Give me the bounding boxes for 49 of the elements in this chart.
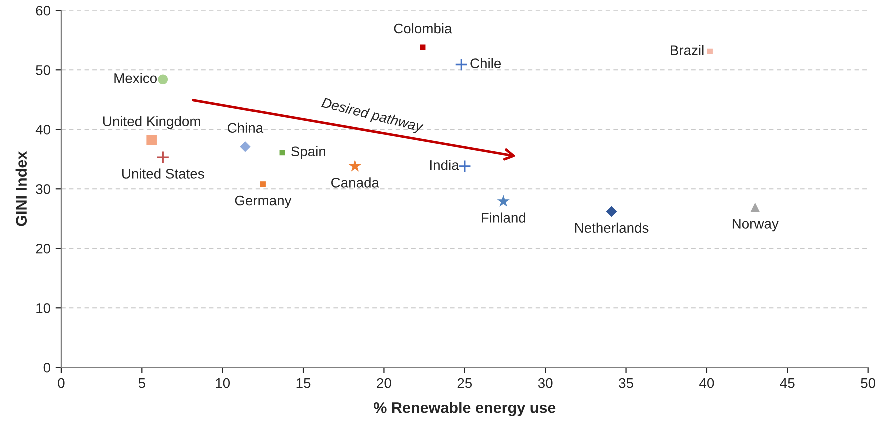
x-tick-label: 35	[619, 378, 634, 388]
series-label: Canada	[332, 178, 380, 188]
x-axis-title: % Renewable energy use	[374, 402, 556, 416]
series-label: Germany	[235, 196, 292, 208]
point	[146, 135, 157, 146]
y-tick-label: 0	[44, 362, 50, 373]
series-label: Finland	[482, 212, 526, 223]
point	[158, 74, 168, 85]
series-label: Brazil	[671, 45, 704, 56]
point	[458, 160, 472, 174]
x-tick-label: 40	[700, 378, 714, 388]
x-tick-label: 50	[861, 378, 876, 388]
point	[497, 195, 510, 207]
y-tick-label: 20	[36, 244, 50, 254]
y-tick-label: 50	[36, 65, 50, 76]
point	[750, 202, 760, 212]
point	[280, 150, 286, 156]
series-label: United Kingdom	[103, 116, 200, 130]
x-tick-label: 5	[138, 378, 146, 388]
x-tick-label: 25	[458, 378, 472, 388]
x-tick-label: 30	[538, 378, 553, 388]
annotation: Desired pathway	[320, 97, 425, 135]
series-label: India	[430, 160, 460, 170]
series-label: Spain	[292, 146, 326, 160]
y-axis-title: GINI Index	[16, 151, 28, 226]
point	[606, 206, 618, 218]
y-tick-label: 30	[36, 184, 50, 194]
series-label: Chile	[470, 58, 502, 68]
point	[348, 160, 362, 172]
x-tick-label: 10	[216, 378, 230, 388]
series-label: United States	[122, 168, 204, 179]
y-tick-label: 60	[36, 6, 50, 16]
x-tick-label: 15	[296, 378, 311, 388]
series-label: China	[228, 122, 264, 134]
series-label: Mexico	[114, 73, 157, 84]
point	[240, 142, 251, 152]
series-label: Colombia	[394, 23, 452, 34]
y-tick-label: 10	[36, 303, 50, 314]
series-label: Norway	[732, 219, 779, 232]
point	[420, 44, 426, 50]
y-tick-label: 40	[36, 124, 50, 135]
series-label: Netherlands	[575, 222, 649, 234]
point	[707, 48, 713, 54]
x-tick-label: 20	[377, 378, 392, 388]
x-tick-label: 45	[780, 378, 795, 388]
x-tick-label: 0	[58, 378, 65, 388]
point	[455, 58, 468, 72]
point	[260, 182, 266, 188]
point	[156, 150, 170, 164]
